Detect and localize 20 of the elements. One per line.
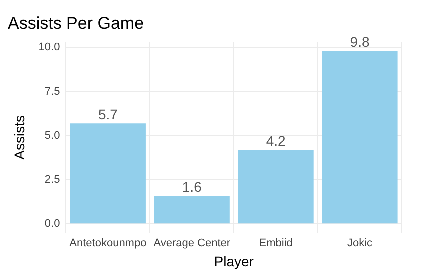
data-label: 5.7 xyxy=(98,106,118,122)
y-tick-label: 2.5 xyxy=(44,174,60,186)
data-label: 1.6 xyxy=(182,178,202,195)
y-axis-title: Assists xyxy=(11,116,28,160)
y-tick-label: 7.5 xyxy=(44,86,60,98)
bar xyxy=(238,150,314,224)
y-tick-label: 0.0 xyxy=(44,218,60,230)
bar xyxy=(322,51,398,224)
bar xyxy=(154,196,230,224)
x-tick-label: Jokic xyxy=(347,238,374,250)
data-label: 9.8 xyxy=(350,34,370,50)
chart-title: Assists Per Game xyxy=(8,14,144,33)
x-axis-title: Player xyxy=(214,253,254,270)
x-tick-label: Antetokounmpo xyxy=(70,238,147,250)
bar xyxy=(70,124,146,224)
y-tick-label: 5.0 xyxy=(44,130,60,142)
data-label: 4.2 xyxy=(266,132,286,149)
y-tick-label: 10.0 xyxy=(38,42,60,54)
x-tick-label: Embiid xyxy=(259,238,293,250)
x-tick-label: Average Center xyxy=(154,238,231,250)
